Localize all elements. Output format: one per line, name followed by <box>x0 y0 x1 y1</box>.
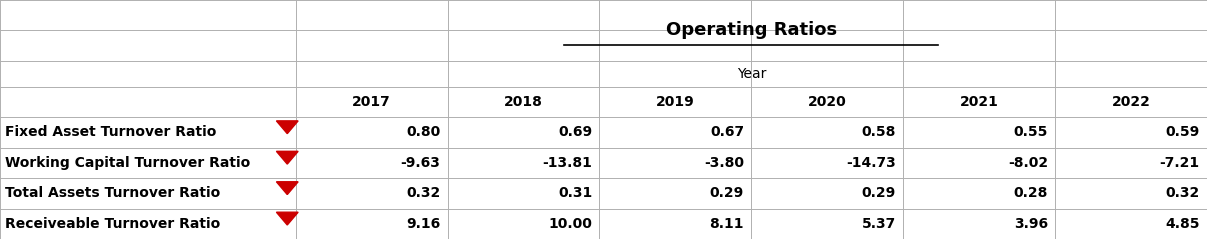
Polygon shape <box>276 151 298 164</box>
Text: 2020: 2020 <box>807 95 846 109</box>
Text: 0.59: 0.59 <box>1166 125 1200 139</box>
Text: 0.29: 0.29 <box>862 186 896 200</box>
Text: 0.55: 0.55 <box>1014 125 1048 139</box>
Text: 2017: 2017 <box>352 95 391 109</box>
Text: Working Capital Turnover Ratio: Working Capital Turnover Ratio <box>5 156 250 170</box>
Text: 0.67: 0.67 <box>710 125 744 139</box>
Text: 0.28: 0.28 <box>1014 186 1048 200</box>
Text: 2021: 2021 <box>960 95 998 109</box>
Text: Receiveable Turnover Ratio: Receiveable Turnover Ratio <box>5 217 220 231</box>
Text: 5.37: 5.37 <box>862 217 896 231</box>
Text: Fixed Asset Turnover Ratio: Fixed Asset Turnover Ratio <box>5 125 216 139</box>
Text: 2022: 2022 <box>1112 95 1150 109</box>
Text: -8.02: -8.02 <box>1008 156 1048 170</box>
Text: 2019: 2019 <box>657 95 695 109</box>
Text: 0.29: 0.29 <box>710 186 744 200</box>
Text: -7.21: -7.21 <box>1160 156 1200 170</box>
Text: 0.31: 0.31 <box>558 186 593 200</box>
Text: -9.63: -9.63 <box>401 156 441 170</box>
Polygon shape <box>276 121 298 134</box>
Text: -14.73: -14.73 <box>846 156 896 170</box>
Text: 0.58: 0.58 <box>862 125 896 139</box>
Text: -13.81: -13.81 <box>542 156 593 170</box>
Text: 10.00: 10.00 <box>548 217 593 231</box>
Text: 9.16: 9.16 <box>406 217 441 231</box>
Text: 0.32: 0.32 <box>1166 186 1200 200</box>
Text: 2018: 2018 <box>505 95 543 109</box>
Text: 0.80: 0.80 <box>406 125 441 139</box>
Text: 3.96: 3.96 <box>1014 217 1048 231</box>
Polygon shape <box>276 212 298 225</box>
Text: Total Assets Turnover Ratio: Total Assets Turnover Ratio <box>5 186 220 200</box>
Text: 4.85: 4.85 <box>1165 217 1200 231</box>
Text: Year: Year <box>736 67 766 81</box>
Text: 0.32: 0.32 <box>406 186 441 200</box>
Text: Operating Ratios: Operating Ratios <box>666 22 836 39</box>
Text: 0.69: 0.69 <box>558 125 593 139</box>
Polygon shape <box>276 182 298 195</box>
Text: 8.11: 8.11 <box>710 217 744 231</box>
Text: -3.80: -3.80 <box>704 156 744 170</box>
